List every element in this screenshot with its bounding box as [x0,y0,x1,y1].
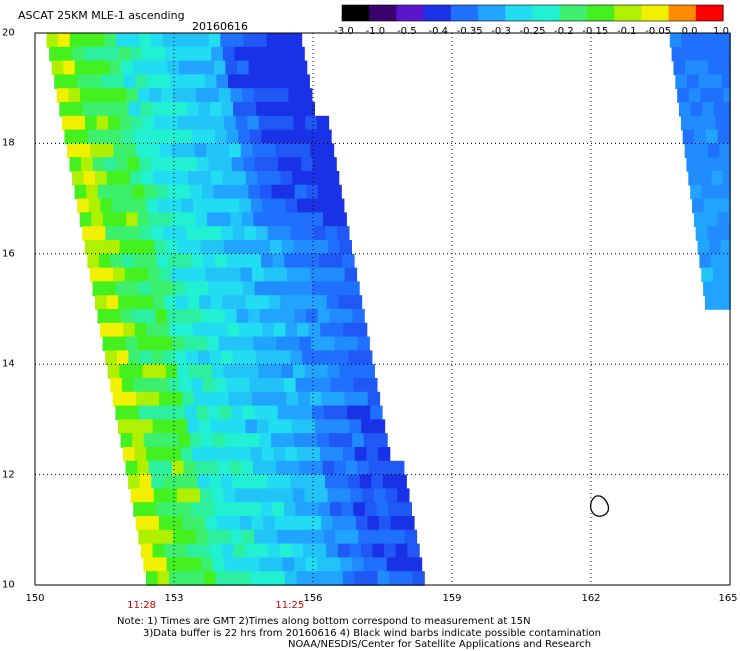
colorbar-segment [342,5,370,21]
colorbar-label: 0.0 [681,26,698,37]
colorbar-label: -0.1 [616,26,637,37]
lat-tick-label: 16 [2,248,15,260]
colorbar-label: -0.05 [645,26,672,37]
colorbar-frame [341,4,724,22]
colorbar-segment [586,5,615,21]
island-outline [589,495,610,517]
colorbar-segment [396,5,425,21]
note-line-3: NOAA/NESDIS/Center for Satellite Applica… [288,639,592,650]
colorbar-label: -3.0 [334,26,354,37]
colorbar-label: -0.5 [397,26,417,37]
map-grid [35,33,730,585]
lat-tick-label: 20 [2,27,15,39]
colorbar-segment [450,5,479,21]
map-frame [34,32,731,586]
lat-tick-label: 12 [2,469,15,481]
notes: Note: 1) Times are GMT 2)Times along bot… [117,616,601,651]
data-swath-east [669,33,731,310]
lon-tick-label: 153 [164,593,184,604]
colorbar-segment [559,5,588,21]
lon-tick-label: 159 [442,593,462,604]
colorbar-segment [423,5,452,21]
swath-time-label: 11:25 [275,600,305,611]
colorbar-segment [668,5,697,21]
colorbar-segment [532,5,561,21]
lon-tick-label: 156 [303,593,323,604]
colorbar-segment [614,5,642,21]
colorbar-segment [478,5,506,21]
data-swath [46,33,425,586]
note-line-2: 3)Data buffer is 22 hrs from 20160616 4)… [143,627,601,639]
lon-tick-label: 150 [25,593,45,604]
colorbar-label: -0.2 [554,26,574,37]
colorbar-segment [369,5,398,21]
note-line-1: Note: 1) Times are GMT 2)Times along bot… [117,616,531,627]
lon-tick-label: 162 [581,593,601,604]
colorbar [341,4,724,22]
lon-tick-label: 165 [718,593,738,604]
colorbar-label: -0.25 [519,26,546,37]
lat-tick-label: 14 [2,358,15,370]
colorbar-segment [695,5,724,21]
colorbar-label: 1.0 [713,26,729,37]
lat-tick-label: 10 [2,579,15,591]
colorbar-label: -1.0 [365,26,386,37]
colorbar-label: -0.4 [428,26,449,37]
lat-tick-label: 18 [2,137,15,149]
colorbar-segment [641,5,670,21]
colorbar-label: -0.15 [582,26,609,37]
swath-time-label: 11:28 [127,600,156,611]
map-date: 20160616 [192,20,248,33]
colorbar-label: -0.35 [456,26,483,37]
colorbar-label: -0.3 [491,26,511,37]
colorbar-segment [505,5,534,21]
map-title: ASCAT 25KM MLE-1 ascending [18,9,185,22]
